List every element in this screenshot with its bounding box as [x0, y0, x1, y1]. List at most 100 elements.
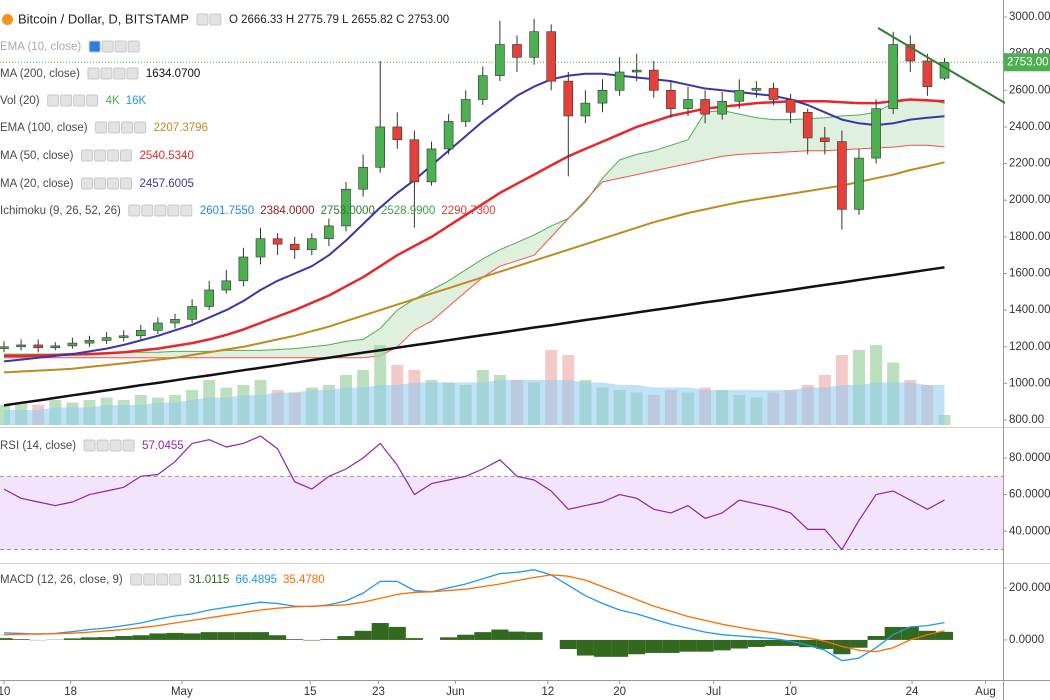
x-tick-label: 12	[541, 686, 554, 698]
y-tick-label: 0.0000	[1009, 634, 1044, 646]
candle-body	[614, 71, 625, 91]
last-price-box	[1004, 53, 1050, 72]
candle-body	[272, 238, 283, 245]
candle-body	[768, 88, 779, 100]
macd-histogram-bar	[559, 639, 577, 650]
legend-icon	[86, 94, 99, 107]
macd-histogram-bar	[132, 635, 150, 640]
legend-icon	[122, 439, 135, 452]
macd-histogram-bar	[884, 626, 902, 640]
legend-icon	[47, 94, 60, 107]
macd-histogram-bar	[63, 638, 81, 640]
candle-body	[546, 31, 557, 82]
legend-icon	[121, 121, 134, 134]
candle-body	[597, 90, 608, 104]
candle-body	[495, 44, 505, 76]
macd-histogram-bar	[80, 637, 99, 640]
legend-icon	[101, 40, 114, 53]
macd-histogram-bar	[474, 632, 492, 640]
macd-histogram-bar	[713, 639, 731, 651]
chart-title: Bitcoin / Dollar, D, BITSTAMP	[18, 11, 189, 26]
plot-area	[0, 18, 1003, 662]
legend-icon	[107, 177, 119, 190]
candle-body	[871, 108, 881, 159]
candle-body	[631, 69, 642, 73]
y-tick-label: 1600.00	[1009, 268, 1050, 280]
legend-icon	[134, 121, 147, 134]
legend-icon	[109, 439, 122, 452]
macd-histogram-bar	[935, 631, 954, 640]
macd-histogram-bar	[611, 639, 629, 657]
legend-icon	[130, 573, 143, 586]
legend-icon	[60, 94, 73, 107]
legend-label: Vol (20)	[0, 95, 40, 107]
x-tick-label: 10	[0, 686, 10, 698]
legend-icon	[196, 13, 209, 26]
x-tick-label: 23	[372, 686, 385, 698]
candle-body	[751, 88, 762, 91]
candle-body	[477, 75, 488, 100]
y-tick-label: 2000.00	[1009, 194, 1050, 206]
axes: 800.00 1000.00 1200.00 1400.00 1600.00 1800.0…	[0, 11, 1050, 698]
legend-icon	[113, 67, 126, 80]
y-tick-label: 800.00	[1009, 414, 1044, 426]
candle-body	[819, 137, 830, 142]
candle-body	[854, 157, 864, 210]
legend-icon	[81, 177, 93, 190]
legend-label: Ichimoku (9, 26, 52, 26)	[0, 205, 121, 217]
x-tick-label: 18	[64, 686, 77, 698]
y-tick-label: 2600.00	[1009, 84, 1050, 96]
symbol-icon	[2, 14, 13, 25]
candle-body	[306, 238, 317, 250]
y-tick-label: 3000.00	[1009, 11, 1050, 23]
macd-histogram-bar	[115, 636, 133, 640]
legend-readout: 2753.0000	[321, 205, 375, 217]
ohlc-readout: O 2666.33 H 2775.79 L 2655.82 C 2753.00	[229, 14, 449, 26]
legend-label: MA (200, close)	[0, 68, 80, 80]
legend-readout: 1634.0700	[146, 68, 200, 80]
rsi-band	[0, 476, 1003, 550]
candle-body	[785, 99, 796, 113]
legend-icon	[108, 121, 121, 134]
legend-icon	[128, 204, 141, 217]
candle-body	[33, 344, 44, 348]
macd-histogram-bar	[645, 639, 663, 653]
macd-histogram-bar	[200, 632, 218, 640]
macd-histogram-bar	[457, 634, 475, 640]
macd-histogram-bar	[12, 639, 30, 640]
candle-body	[170, 318, 180, 324]
macd-histogram-bar	[251, 632, 270, 640]
macd-histogram-bar	[747, 639, 765, 647]
candle-body	[16, 344, 26, 348]
macd-histogram-bar	[576, 639, 594, 656]
macd-histogram-bar	[388, 626, 406, 640]
candle-body	[443, 121, 454, 150]
macd-histogram-bar	[850, 639, 868, 648]
candle-body	[204, 289, 214, 307]
x-tick-label: 15	[304, 686, 317, 698]
legend-icon	[100, 67, 113, 80]
legend: Bitcoin / Dollar, D, BITSTAMP O 2666.33 H…	[0, 11, 496, 586]
candle-body	[84, 340, 95, 344]
legend-icon	[73, 94, 86, 107]
candle-body	[392, 126, 403, 141]
candle-body	[67, 342, 78, 347]
legend-readout: 2384.0000	[260, 205, 314, 217]
moving-average-line	[3, 72, 945, 363]
legend-icon	[120, 177, 132, 190]
macd-histogram-bar	[525, 632, 543, 640]
legend-icon	[81, 149, 93, 162]
legend-icon	[83, 439, 96, 452]
candle-body	[717, 100, 728, 115]
candle-body	[255, 238, 266, 258]
candle-body	[341, 188, 351, 227]
macd-histogram-bar	[337, 636, 355, 640]
macd-histogram-bar	[662, 639, 680, 653]
candle-body	[683, 99, 693, 109]
candle-body	[666, 90, 676, 109]
legend-readout: 2540.5340	[140, 150, 194, 162]
candle-body	[118, 335, 129, 338]
candle-body	[648, 69, 659, 91]
x-tick-label: 20	[613, 686, 626, 698]
macd-histogram-bar	[593, 639, 612, 657]
